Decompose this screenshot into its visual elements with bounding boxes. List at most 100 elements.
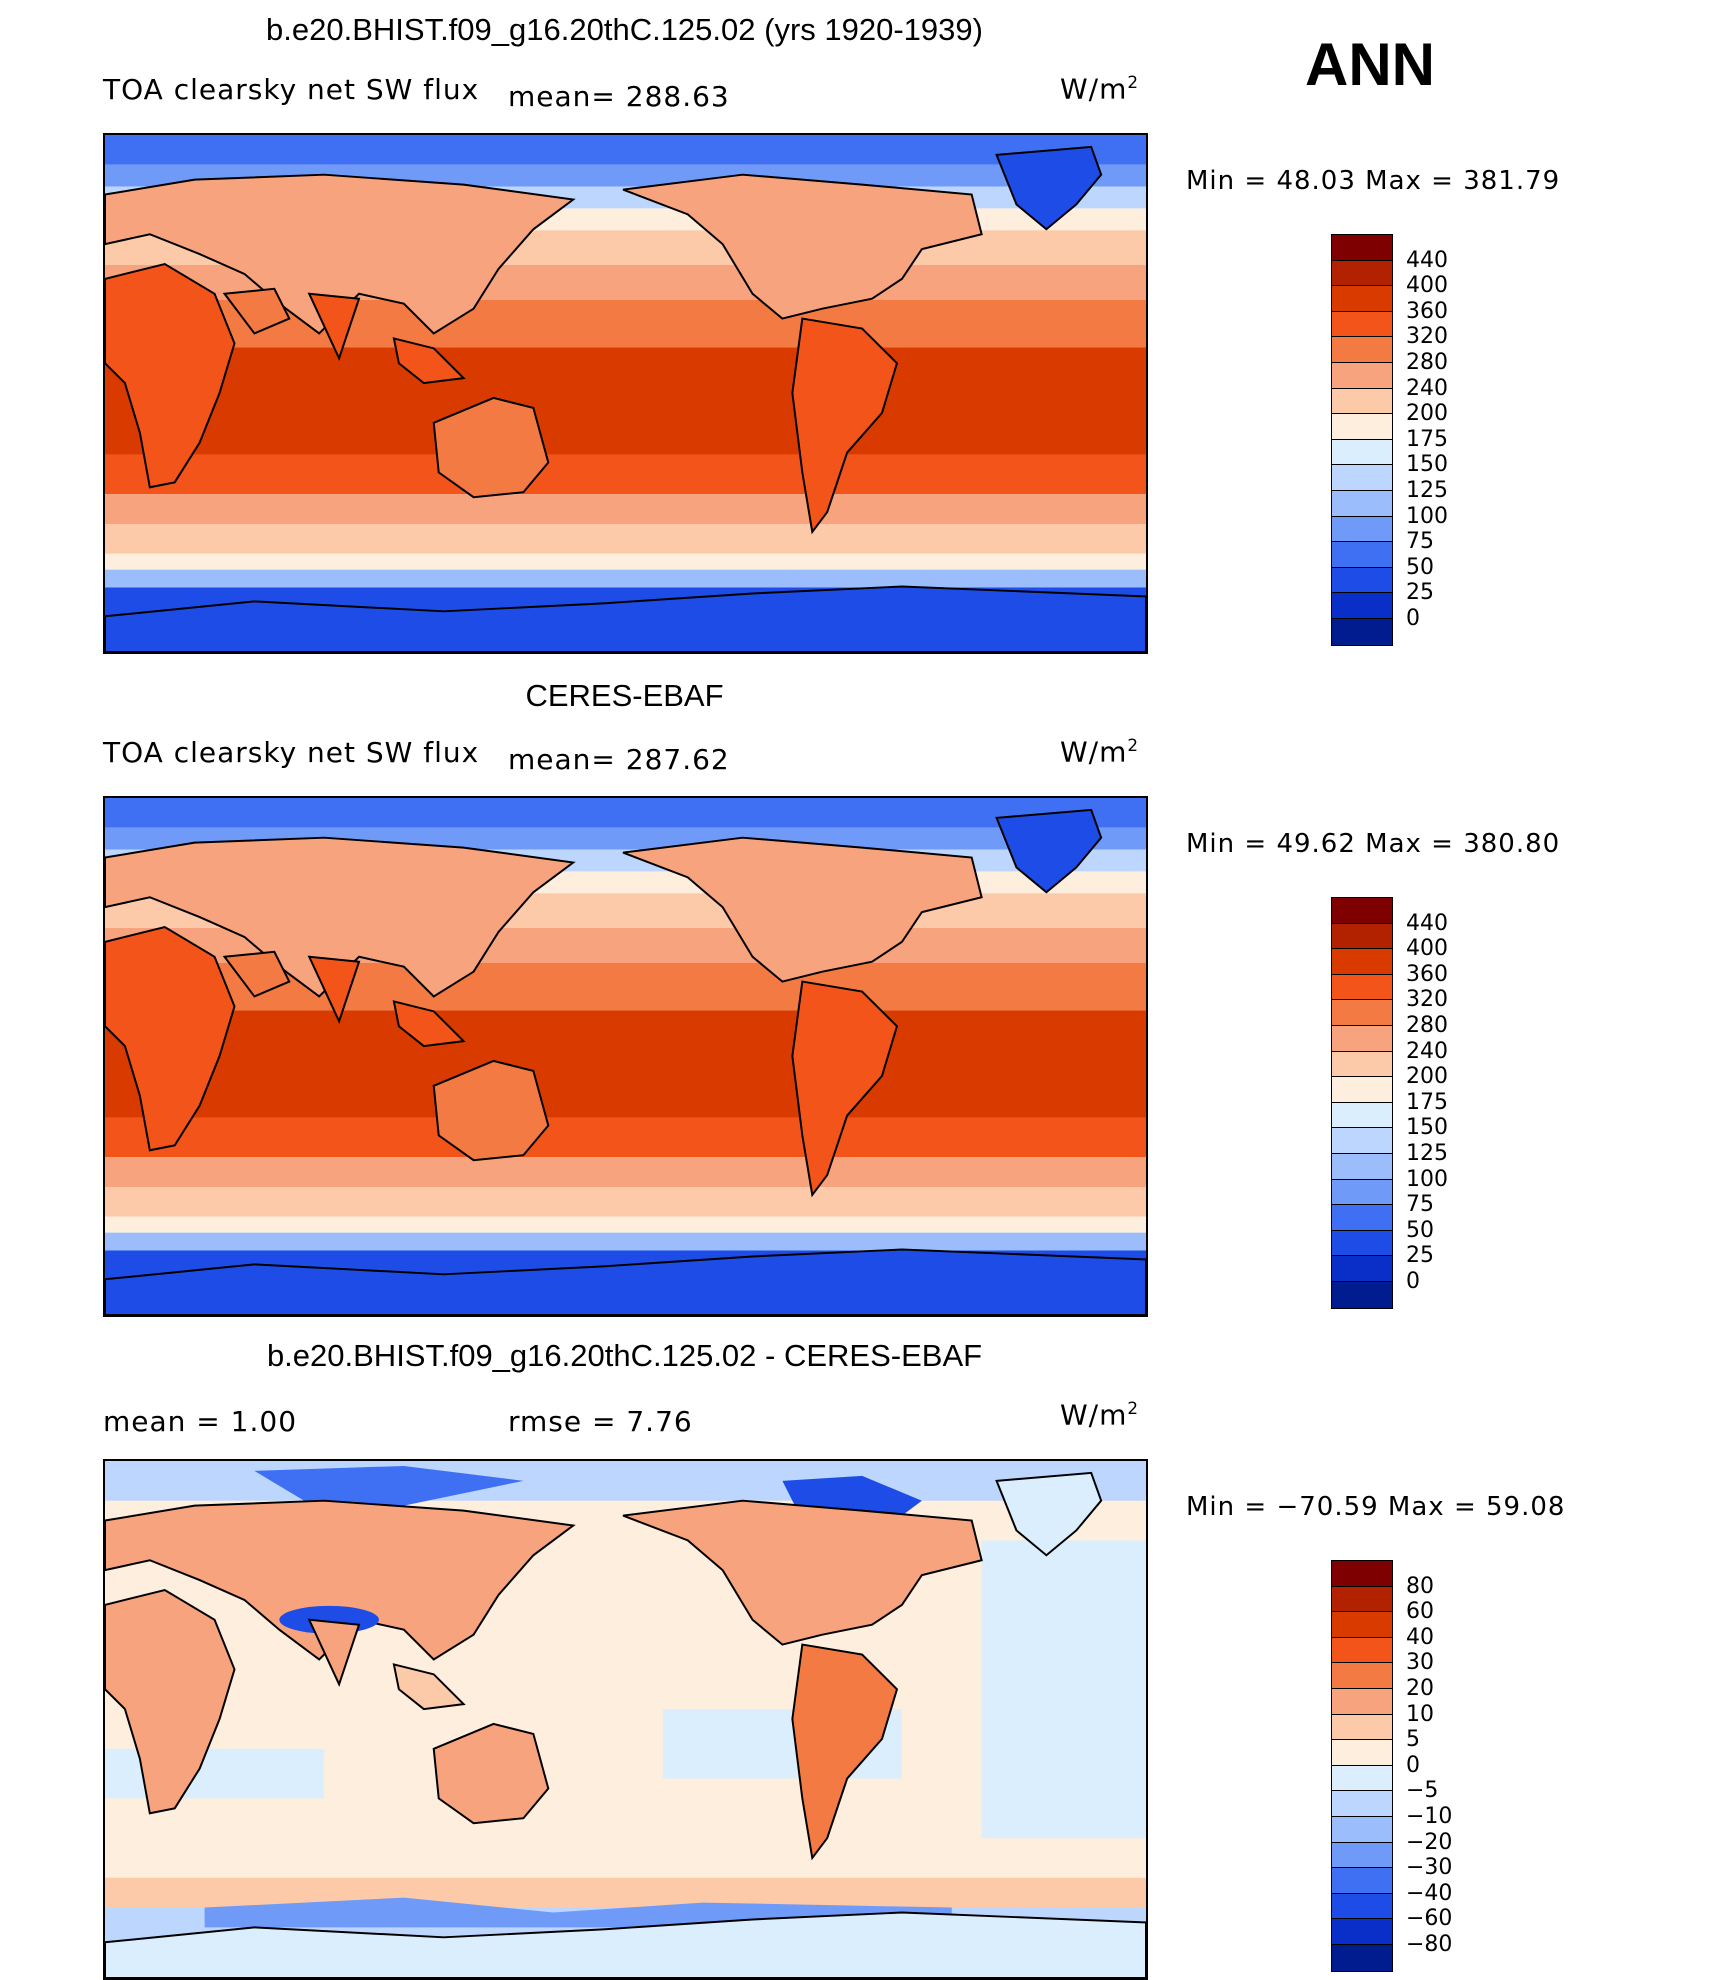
colorbar-swatch	[1332, 286, 1392, 312]
colorbar-tick-label: 60	[1406, 1599, 1434, 1625]
colorbar-swatch	[1332, 949, 1392, 975]
colorbar-swatch	[1332, 439, 1392, 466]
panel3-minmax: Min = −70.59 Max = 59.08	[1186, 1492, 1566, 1522]
colorbar-tick-label: 320	[1406, 987, 1448, 1013]
colorbar-swatch	[1332, 490, 1392, 517]
panel2-variable-label: TOA clearsky net SW flux	[103, 736, 480, 769]
colorbar-swatch	[1332, 1179, 1392, 1206]
colorbar-tick-label: 75	[1406, 529, 1434, 555]
colorbar-tick-label: −60	[1406, 1906, 1453, 1932]
colorbar-tick-label: 125	[1406, 478, 1448, 503]
colorbar-swatch	[1332, 1586, 1392, 1613]
colorbar-swatch	[1332, 1714, 1392, 1741]
colorbar-swatch	[1332, 1051, 1392, 1078]
colorbar-swatch	[1332, 465, 1392, 491]
colorbar-tick-label: 320	[1406, 324, 1448, 350]
colorbar-tick-label: 150	[1406, 1115, 1448, 1141]
colorbar-tick-label: −30	[1406, 1855, 1453, 1881]
colorbar-tick-label: 360	[1406, 298, 1448, 324]
colorbar-swatch	[1332, 1230, 1392, 1257]
colorbar-swatch	[1332, 1688, 1392, 1715]
colorbar-swatch	[1332, 1102, 1392, 1129]
panel1-map	[103, 133, 1148, 654]
colorbar-swatch	[1332, 923, 1392, 950]
panel3-colorbar	[1331, 1560, 1393, 1972]
colorbar-tick-label: 100	[1406, 503, 1448, 529]
colorbar-swatch	[1332, 1791, 1392, 1817]
colorbar-tick-label: 280	[1406, 1013, 1448, 1038]
colorbar-swatch	[1332, 567, 1392, 594]
colorbar-swatch	[1332, 235, 1392, 261]
colorbar-tick-label: 440	[1406, 247, 1448, 273]
panel3-rmse: rmse = 7.76	[508, 1405, 693, 1438]
colorbar-swatch	[1332, 1765, 1392, 1792]
colorbar-swatch	[1332, 1077, 1392, 1103]
colorbar-swatch	[1332, 1637, 1392, 1664]
colorbar-swatch	[1332, 1868, 1392, 1894]
colorbar-swatch	[1332, 516, 1392, 543]
colorbar-swatch	[1332, 1842, 1392, 1869]
colorbar-swatch	[1332, 362, 1392, 389]
panel3-title: b.e20.BHIST.f09_g16.20thC.125.02 - CERES…	[266, 1338, 983, 1373]
panel1-mean-label: mean= 288.63	[508, 80, 730, 113]
colorbar-swatch	[1332, 1561, 1392, 1587]
colorbar-tick-label: 200	[1406, 1064, 1448, 1090]
colorbar-swatch	[1332, 1205, 1392, 1231]
colorbar-swatch	[1332, 1128, 1392, 1154]
panel3-map-svg	[105, 1461, 1146, 1978]
colorbar-tick-label: −20	[1406, 1829, 1453, 1855]
colorbar-swatch	[1332, 1025, 1392, 1052]
panel1-units: W/m2	[1060, 72, 1140, 106]
panel2-map	[103, 796, 1148, 1317]
colorbar-tick-label: 400	[1406, 273, 1448, 299]
colorbar-tick-label: 5	[1406, 1727, 1420, 1753]
colorbar-tick-label: 25	[1406, 580, 1434, 606]
colorbar-tick-label: 175	[1406, 426, 1448, 452]
colorbar-swatch	[1332, 1000, 1392, 1026]
colorbar-tick-label: 125	[1406, 1141, 1448, 1166]
panel2-colorbar	[1331, 897, 1393, 1309]
colorbar-swatch	[1332, 414, 1392, 440]
colorbar-tick-label: 0	[1406, 1269, 1420, 1294]
panel1-title: b.e20.BHIST.f09_g16.20thC.125.02 (yrs 19…	[266, 12, 983, 47]
colorbar-swatch	[1332, 1153, 1392, 1180]
colorbar-swatch	[1332, 1740, 1392, 1766]
colorbar-swatch	[1332, 1919, 1392, 1945]
panel2-minmax: Min = 49.62 Max = 380.80	[1186, 829, 1561, 859]
panel1-map-svg	[105, 135, 1146, 652]
colorbar-swatch	[1332, 260, 1392, 287]
colorbar-swatch	[1332, 898, 1392, 924]
colorbar-swatch	[1332, 1893, 1392, 1920]
panel2-mean-label: mean= 287.62	[508, 743, 730, 776]
colorbar-tick-label: 280	[1406, 350, 1448, 375]
colorbar-tick-label: 400	[1406, 936, 1448, 962]
colorbar-swatch	[1332, 1612, 1392, 1638]
colorbar-swatch	[1332, 974, 1392, 1001]
colorbar-swatch	[1332, 1816, 1392, 1843]
colorbar-swatch	[1332, 1256, 1392, 1282]
panel2-title: CERES-EBAF	[525, 678, 724, 713]
colorbar-tick-label: 0	[1406, 606, 1420, 631]
colorbar-swatch	[1332, 1281, 1392, 1308]
panel1-colorbar	[1331, 234, 1393, 646]
colorbar-tick-label: 75	[1406, 1192, 1434, 1218]
panel2-units: W/m2	[1060, 735, 1140, 769]
colorbar-swatch	[1332, 1944, 1392, 1971]
colorbar-tick-label: 40	[1406, 1624, 1434, 1650]
colorbar-tick-label: 0	[1406, 1752, 1420, 1778]
colorbar-swatch	[1332, 1663, 1392, 1689]
colorbar-tick-label: 20	[1406, 1676, 1434, 1701]
colorbar-swatch	[1332, 311, 1392, 338]
colorbar-tick-label: 100	[1406, 1166, 1448, 1192]
colorbar-swatch	[1332, 593, 1392, 619]
colorbar-tick-label: 175	[1406, 1089, 1448, 1115]
colorbar-tick-label: 50	[1406, 554, 1434, 580]
colorbar-tick-label: 440	[1406, 910, 1448, 936]
colorbar-tick-label: 200	[1406, 401, 1448, 427]
colorbar-tick-label: 240	[1406, 375, 1448, 401]
colorbar-swatch	[1332, 542, 1392, 568]
colorbar-tick-label: 360	[1406, 961, 1448, 987]
colorbar-tick-label: −5	[1406, 1778, 1439, 1804]
season-label: ANN	[1305, 31, 1435, 98]
colorbar-tick-label: 240	[1406, 1038, 1448, 1064]
